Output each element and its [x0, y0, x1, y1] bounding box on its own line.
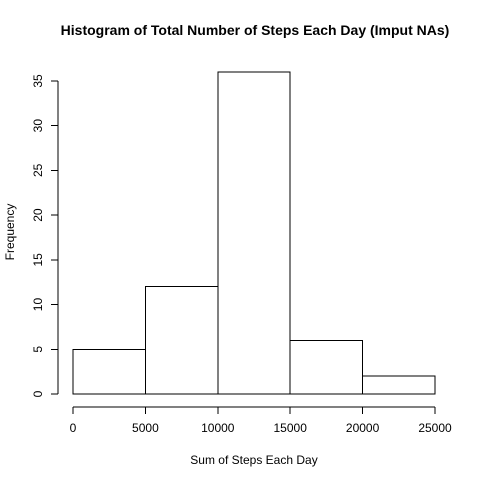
bars-group [72, 71, 436, 395]
y-tick-label: 20 [31, 208, 45, 222]
y-tick-label: 5 [31, 346, 45, 353]
histogram-bar-3 [217, 71, 291, 395]
histogram-bar-2 [144, 286, 219, 395]
y-axis: 0 5 10 15 20 25 30 35 [31, 74, 59, 397]
chart-title: Histogram of Total Number of Steps Each … [61, 22, 450, 38]
histogram-bar-4 [289, 339, 364, 395]
x-tick-label: 10000 [201, 421, 235, 435]
x-tick-label: 20000 [346, 421, 380, 435]
y-tick-label: 35 [31, 74, 45, 88]
x-tick-label: 15000 [274, 421, 308, 435]
y-tick-label: 10 [31, 298, 45, 312]
y-tick-label: 15 [31, 253, 45, 267]
histogram-bar-1 [72, 348, 146, 395]
histogram-bar-5 [362, 375, 436, 395]
x-tick-label: 5000 [132, 421, 159, 435]
x-axis-label: Sum of Steps Each Day [190, 453, 317, 467]
y-axis-label: Frequency [3, 204, 17, 261]
y-tick-label: 30 [31, 119, 45, 133]
y-tick-label: 25 [31, 163, 45, 177]
x-tick-label: 0 [70, 421, 77, 435]
x-axis: 0 5000 10000 15000 20000 25000 [70, 406, 452, 435]
y-tick-label: 0 [31, 390, 45, 397]
x-tick-label: 25000 [418, 421, 452, 435]
